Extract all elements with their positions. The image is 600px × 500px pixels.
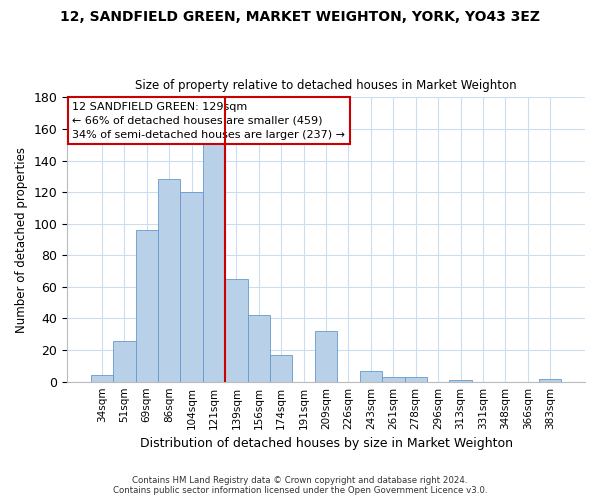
Bar — [203, 143, 225, 382]
Bar — [158, 180, 181, 382]
Bar — [270, 355, 292, 382]
Bar — [404, 377, 427, 382]
Bar — [360, 370, 382, 382]
Text: 12 SANDFIELD GREEN: 129sqm
← 66% of detached houses are smaller (459)
34% of sem: 12 SANDFIELD GREEN: 129sqm ← 66% of deta… — [73, 102, 346, 140]
Bar — [225, 279, 248, 382]
Y-axis label: Number of detached properties: Number of detached properties — [15, 146, 28, 332]
Bar — [91, 376, 113, 382]
Bar — [136, 230, 158, 382]
Bar — [181, 192, 203, 382]
Bar — [113, 340, 136, 382]
Bar — [315, 331, 337, 382]
Bar — [248, 316, 270, 382]
Title: Size of property relative to detached houses in Market Weighton: Size of property relative to detached ho… — [135, 79, 517, 92]
Text: Contains HM Land Registry data © Crown copyright and database right 2024.
Contai: Contains HM Land Registry data © Crown c… — [113, 476, 487, 495]
Bar — [382, 377, 404, 382]
Bar — [449, 380, 472, 382]
X-axis label: Distribution of detached houses by size in Market Weighton: Distribution of detached houses by size … — [140, 437, 512, 450]
Text: 12, SANDFIELD GREEN, MARKET WEIGHTON, YORK, YO43 3EZ: 12, SANDFIELD GREEN, MARKET WEIGHTON, YO… — [60, 10, 540, 24]
Bar — [539, 378, 562, 382]
